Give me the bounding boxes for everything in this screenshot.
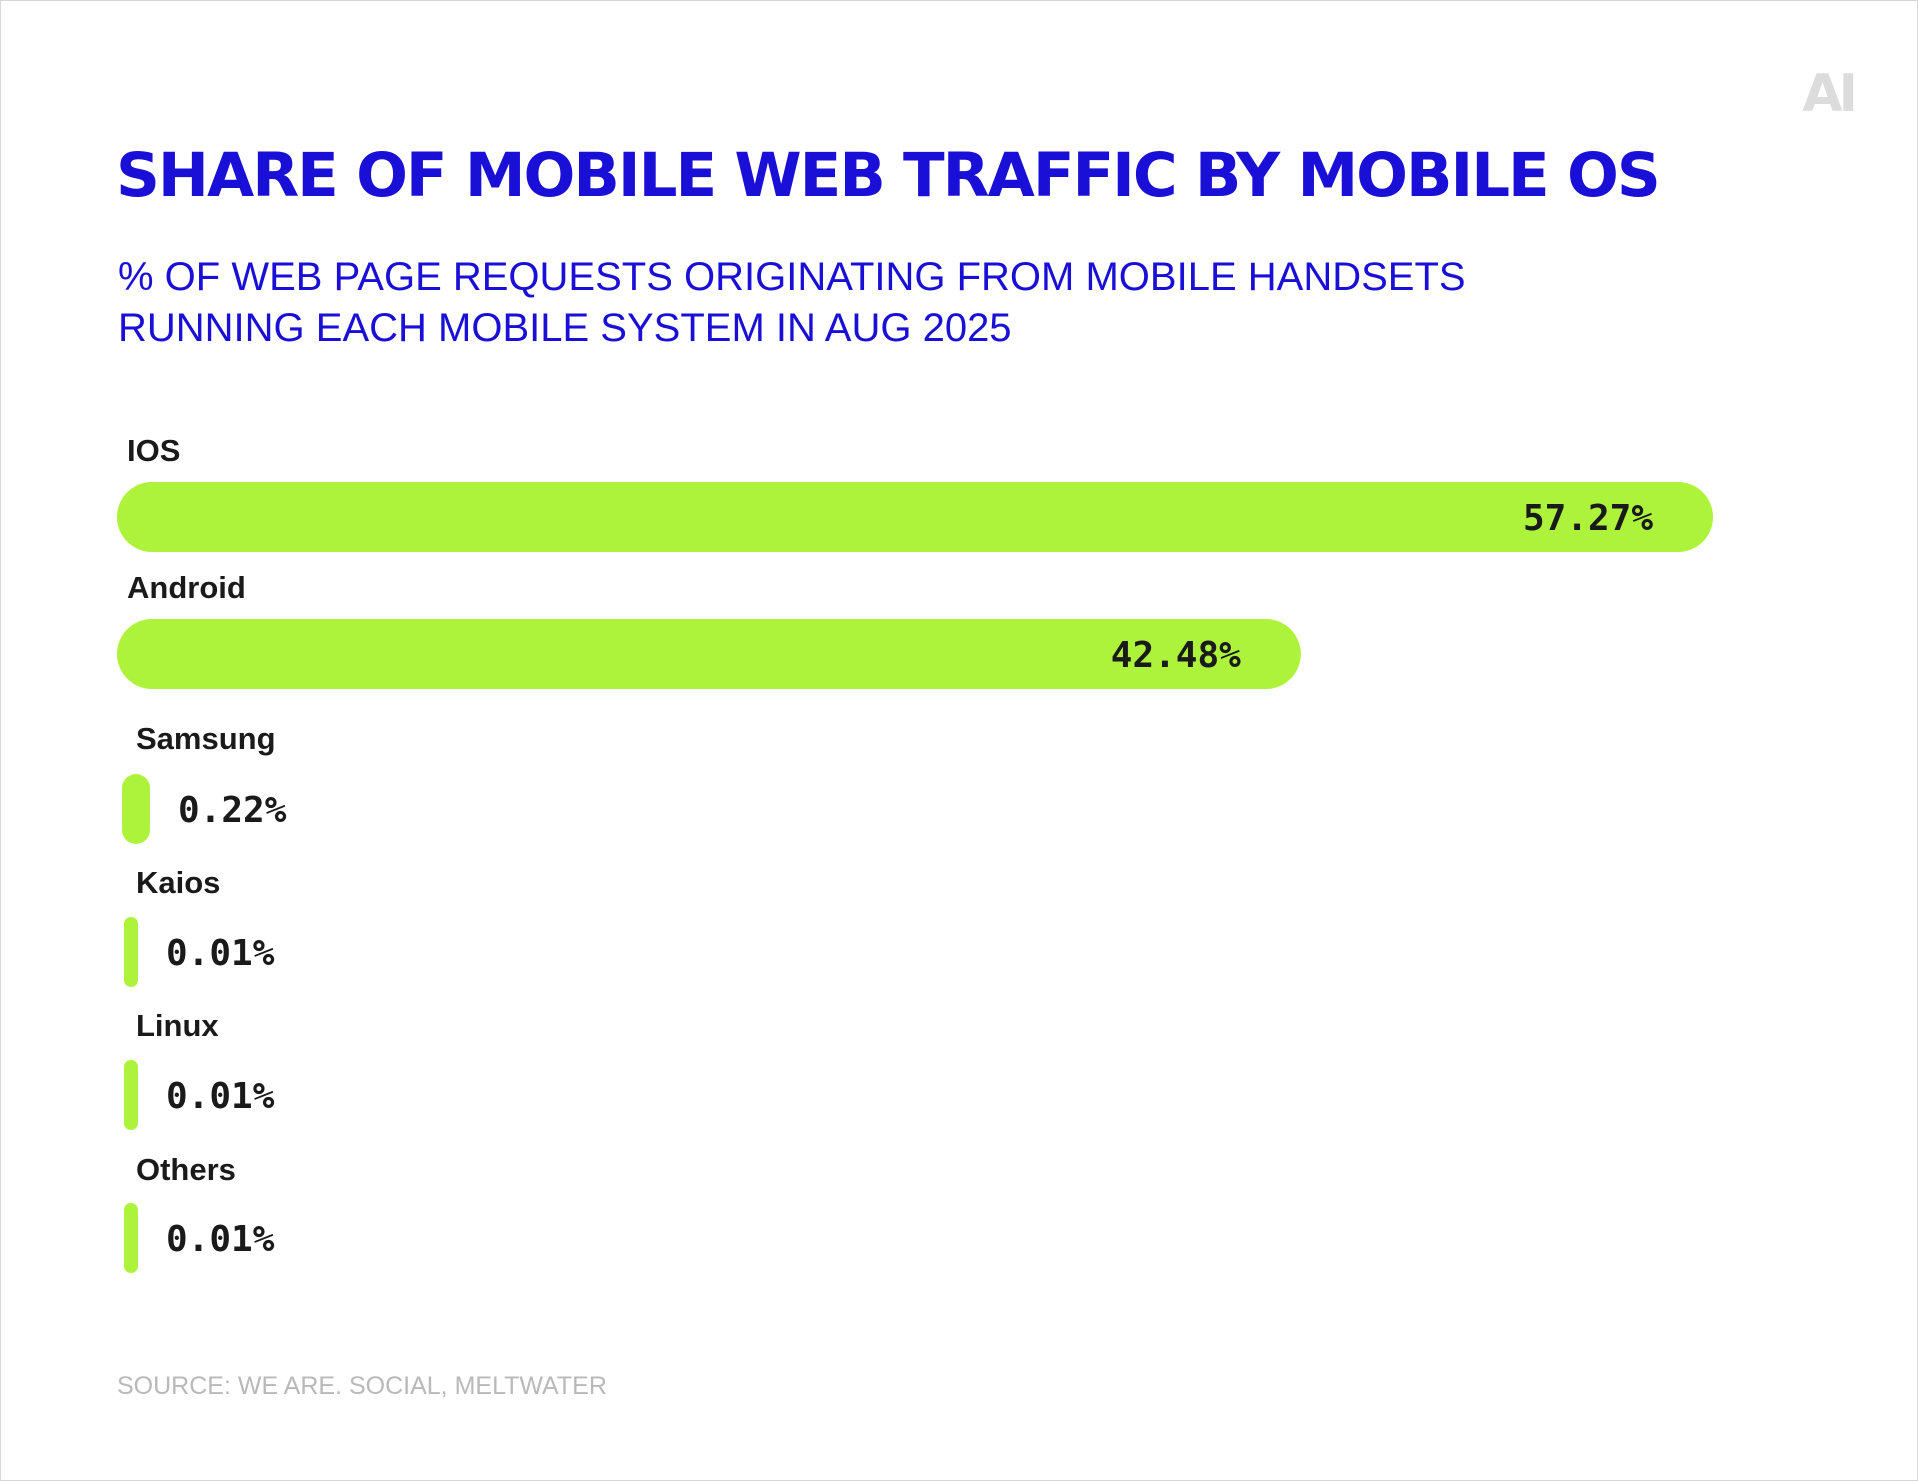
category-label-samsung: Samsung: [136, 721, 276, 756]
source-note: SOURCE: WE ARE. SOCIAL, MELTWATER: [117, 1372, 607, 1400]
value-label-samsung: 0.22%: [178, 790, 287, 831]
value-label-others: 0.01%: [166, 1219, 275, 1260]
value-label-ios: 57.27%: [1523, 498, 1653, 539]
category-label-ios: IOS: [127, 433, 180, 468]
bar-others: [124, 1203, 138, 1273]
bar-samsung: [122, 774, 150, 844]
chart-subtitle: % OF WEB PAGE REQUESTS ORIGINATING FROM …: [118, 252, 1618, 354]
value-label-kaios: 0.01%: [166, 933, 275, 974]
category-label-others: Others: [136, 1152, 236, 1187]
bar-linux: [124, 1060, 138, 1130]
category-label-kaios: Kaios: [136, 865, 220, 900]
bar-ios: [117, 482, 1713, 552]
category-label-android: Android: [127, 570, 246, 605]
category-label-linux: Linux: [136, 1008, 219, 1043]
value-label-android: 42.48%: [1111, 635, 1241, 676]
subtitle-line-1: % OF WEB PAGE REQUESTS ORIGINATING FROM …: [118, 255, 1466, 299]
subtitle-line-2: RUNNING EACH MOBILE SYSTEM IN AUG 2025: [118, 306, 1012, 350]
chart-title: SHARE OF MOBILE WEB TRAFFIC BY MOBILE OS: [116, 140, 1661, 211]
brand-logo: AI: [1802, 64, 1858, 124]
bar-android: [117, 619, 1301, 689]
value-label-linux: 0.01%: [166, 1076, 275, 1117]
bar-kaios: [124, 917, 138, 987]
